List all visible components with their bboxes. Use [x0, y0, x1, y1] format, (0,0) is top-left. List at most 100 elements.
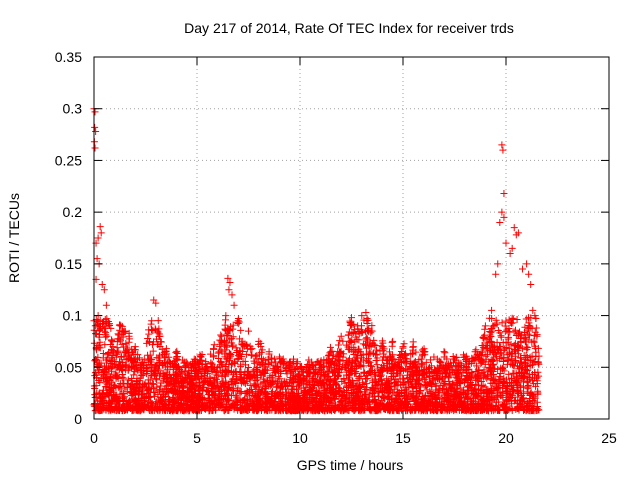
data-point [103, 351, 111, 359]
data-point [410, 359, 418, 367]
data-point [506, 250, 514, 258]
data-point [524, 385, 532, 393]
data-point [472, 372, 480, 380]
chart-title: Day 217 of 2014, Rate Of TEC Index for r… [184, 20, 514, 36]
data-point [512, 346, 520, 354]
data-point [201, 378, 209, 386]
data-point [458, 372, 466, 380]
data-point [532, 374, 540, 382]
data-point [237, 373, 245, 381]
data-point [143, 339, 151, 347]
data-point [102, 384, 110, 392]
data-point [196, 391, 204, 399]
x-tick-label: 20 [498, 430, 514, 446]
data-point [351, 338, 359, 346]
data-point [331, 359, 339, 367]
data-point [222, 346, 230, 354]
axis-ticks [93, 56, 610, 420]
data-point [102, 323, 110, 331]
data-point [500, 346, 508, 354]
data-point [440, 353, 448, 361]
data-point [417, 395, 425, 403]
data-point [236, 335, 244, 343]
data-point [450, 390, 458, 398]
data-point [374, 392, 382, 400]
data-point [237, 388, 245, 396]
data-point [197, 353, 205, 361]
data-point [216, 357, 224, 365]
data-point [349, 397, 357, 405]
data-point [375, 388, 383, 396]
data-point [528, 352, 536, 360]
data-point [487, 386, 495, 394]
data-point [105, 350, 113, 358]
data-point [234, 384, 242, 392]
data-point [364, 359, 372, 367]
data-point [91, 123, 99, 131]
data-point [458, 388, 466, 396]
data-point [240, 396, 248, 404]
data-point [143, 364, 151, 372]
data-point [419, 370, 427, 378]
data-point [293, 385, 301, 393]
data-point [257, 380, 265, 388]
data-point [144, 335, 152, 343]
data-point [322, 359, 330, 367]
data-point [443, 407, 451, 415]
data-point [451, 355, 458, 363]
data-point [494, 326, 502, 334]
data-point [154, 390, 162, 398]
data-point [188, 374, 196, 382]
data-point [513, 399, 521, 407]
data-point [287, 407, 295, 415]
data-point [192, 398, 200, 406]
x-axis-label: GPS time / hours [297, 457, 404, 473]
data-point [348, 359, 356, 367]
data-point [264, 404, 272, 412]
data-point [383, 403, 391, 411]
data-point [140, 398, 148, 406]
data-point [370, 336, 378, 344]
data-point [388, 363, 396, 371]
data-point [203, 363, 211, 371]
data-point [358, 404, 366, 412]
data-point [377, 371, 385, 379]
data-point [348, 314, 355, 322]
data-point [201, 405, 209, 413]
data-point [398, 386, 406, 394]
data-point [527, 281, 535, 289]
data-point [430, 353, 438, 361]
data-point [154, 407, 162, 415]
data-point [232, 391, 240, 399]
data-point [356, 373, 364, 381]
data-point [428, 381, 436, 389]
data-point [401, 379, 409, 387]
data-point [289, 406, 297, 414]
data-point [499, 146, 507, 154]
data-point [342, 357, 350, 365]
data-point [119, 379, 127, 387]
data-point [116, 326, 124, 334]
data-point [191, 392, 199, 400]
data-point [334, 373, 342, 381]
data-point [389, 337, 397, 345]
data-point [202, 404, 210, 412]
data-point [524, 400, 532, 408]
data-point [438, 395, 446, 403]
data-point [103, 381, 111, 389]
data-point [130, 371, 138, 379]
data-point [245, 327, 252, 335]
data-point [311, 389, 319, 397]
data-point [280, 379, 288, 387]
data-point [507, 350, 515, 358]
data-point [207, 360, 215, 368]
data-point [114, 347, 122, 355]
data-point [139, 380, 147, 388]
data-point [165, 406, 173, 414]
y-tick-label: 0.3 [63, 101, 83, 117]
data-point [348, 320, 356, 328]
data-point [94, 234, 102, 242]
data-point [505, 355, 513, 363]
data-point [99, 354, 107, 362]
